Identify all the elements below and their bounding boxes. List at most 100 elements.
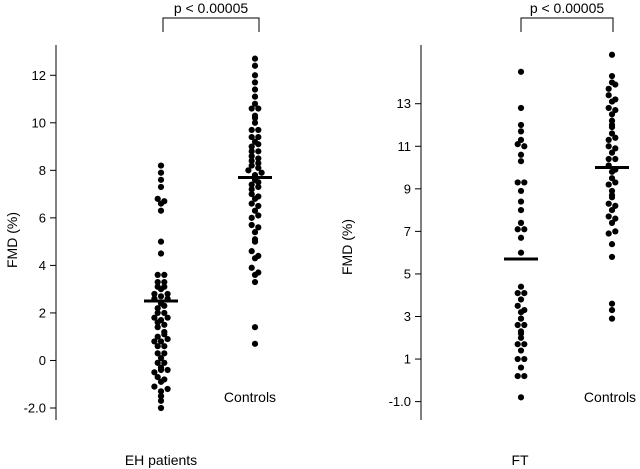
- data-point: [521, 143, 528, 150]
- data-point: [154, 271, 161, 279]
- data-point: [255, 179, 262, 186]
- data-point: [517, 234, 525, 241]
- data-point: [248, 105, 255, 112]
- data-point: [251, 195, 259, 202]
- data-point: [151, 369, 158, 376]
- y-tick-label: 7: [404, 224, 411, 239]
- data-point: [605, 230, 612, 237]
- data-point: [255, 126, 262, 134]
- data-point: [255, 164, 262, 172]
- data-point: [605, 200, 612, 207]
- data-point: [605, 104, 612, 112]
- data-point: [517, 283, 525, 290]
- data-point: [251, 119, 259, 126]
- data-point: [157, 393, 165, 400]
- data-point: [157, 250, 165, 257]
- data-point: [521, 341, 528, 348]
- data-point: [151, 314, 158, 321]
- data-point: [161, 359, 168, 366]
- dot-series: [151, 55, 265, 412]
- data-point: [154, 319, 161, 326]
- data-point: [517, 394, 525, 401]
- data-point: [151, 290, 158, 298]
- data-point: [251, 62, 259, 69]
- data-point: [251, 207, 259, 214]
- data-point: [517, 309, 525, 316]
- p-value-label: p < 0.00005: [174, 0, 249, 16]
- y-tick-label: 8: [39, 163, 46, 178]
- y-tick-label: -2.0: [24, 401, 46, 416]
- eh-panel: -2.0 0 2 4 6 8 10 12 FMD (%) p < 0.00005 EH pat…: [4, 0, 276, 468]
- data-point: [517, 198, 525, 205]
- data-point: [521, 321, 528, 329]
- data-point: [251, 255, 259, 262]
- data-point: [164, 314, 171, 321]
- y-tick-label: 11: [398, 139, 412, 154]
- data-point: [608, 253, 616, 261]
- data-point: [608, 315, 616, 322]
- data-point: [517, 364, 525, 371]
- data-point: [154, 343, 161, 350]
- data-point: [251, 271, 259, 279]
- data-point: [251, 238, 259, 245]
- data-point: [514, 289, 521, 297]
- data-point: [248, 133, 255, 141]
- data-point: [157, 286, 165, 293]
- data-point: [255, 160, 262, 167]
- data-point: [605, 213, 612, 220]
- data-point: [258, 169, 265, 176]
- data-point: [151, 383, 158, 390]
- data-point: [514, 141, 521, 148]
- data-point: [608, 51, 616, 58]
- data-point: [251, 55, 259, 62]
- data-point: [514, 302, 521, 309]
- data-point: [251, 114, 259, 122]
- data-point: [161, 343, 168, 350]
- data-point: [251, 100, 259, 107]
- data-point: [251, 278, 259, 286]
- data-point: [255, 133, 262, 141]
- group-label-eh-patients: EH patients: [125, 452, 197, 468]
- significance-bracket: [520, 17, 614, 32]
- data-point: [608, 241, 616, 248]
- data-point: [517, 136, 525, 143]
- data-point: [157, 354, 165, 362]
- data-point: [605, 155, 612, 163]
- data-point: [517, 315, 525, 322]
- data-point: [248, 181, 255, 188]
- data-point: [608, 168, 616, 175]
- data-point: [612, 179, 619, 186]
- data-point: [608, 98, 616, 105]
- data-point: [154, 374, 161, 381]
- data-point: [612, 134, 619, 141]
- y-tick-label: 12: [32, 68, 46, 83]
- data-point: [157, 207, 165, 214]
- data-point: [521, 355, 528, 363]
- data-point: [251, 72, 259, 79]
- data-point: [251, 340, 259, 347]
- y-tick-label: 2: [39, 305, 46, 320]
- data-point: [157, 176, 165, 183]
- data-point: [255, 224, 262, 231]
- y-axis-label: FMD (%): [4, 212, 20, 268]
- data-point: [517, 347, 525, 354]
- group-label-ft: FT: [511, 452, 529, 468]
- data-point: [612, 228, 619, 235]
- data-point: [605, 85, 612, 92]
- y-tick-label: 0: [39, 353, 46, 368]
- data-point: [164, 366, 171, 374]
- data-point: [517, 219, 525, 226]
- data-point: [161, 350, 168, 357]
- data-point: [248, 200, 255, 207]
- significance-bracket: [162, 17, 260, 32]
- data-point: [154, 324, 161, 331]
- data-point: [248, 264, 255, 271]
- data-point: [517, 249, 525, 256]
- data-point: [164, 385, 171, 393]
- data-point: [248, 221, 255, 229]
- data-point: [608, 117, 616, 124]
- data-point: [608, 149, 616, 156]
